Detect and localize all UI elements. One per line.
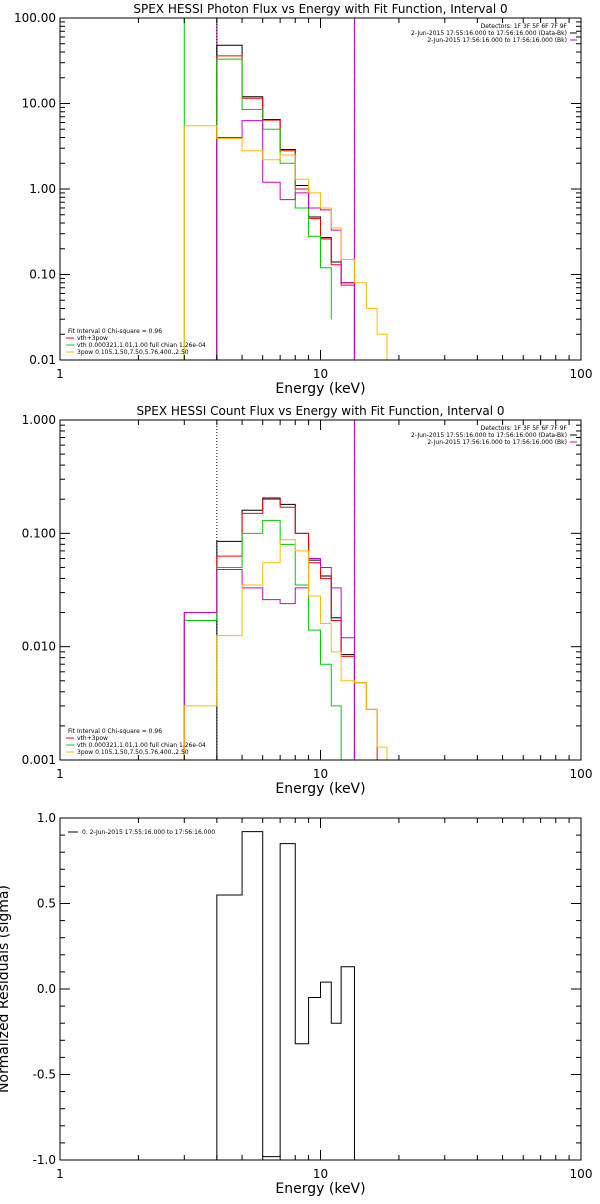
fit-legend-text: Fit Interval 0 Chi-square = 0.96 xyxy=(68,328,162,335)
legend-text: 0. 2-Jun-2015 17:55:16.000 to 17:56:16.0… xyxy=(82,829,215,836)
y-tick-label: 0.10 xyxy=(29,268,56,282)
x-tick-label: 100 xyxy=(570,1167,593,1181)
y-tick-label: 0.0 xyxy=(37,982,56,996)
info-text: Detectors: 1F 3F 5F 6F 7F 9F xyxy=(481,425,568,432)
x-tick-label: 1 xyxy=(56,367,64,381)
x-tick-label: 100 xyxy=(570,767,593,781)
fit-legend-text: vth 0.000321,1.01,1.00 full chian 1.26e-… xyxy=(77,742,206,749)
series-line xyxy=(183,125,388,360)
y-tick-label: 1.0 xyxy=(37,811,56,825)
chart-title: SPEX HESSI Count Flux vs Energy with Fit… xyxy=(136,404,504,418)
fit-legend-text: vth+3pow xyxy=(77,735,108,742)
y-tick-label: -1.0 xyxy=(33,1153,56,1167)
series-line xyxy=(216,120,355,360)
info-text: 2-Jun-2015 17:56:16.000 to 17:56:16.000 … xyxy=(427,439,567,446)
series-line xyxy=(216,44,355,360)
y-tick-label: 0.5 xyxy=(37,897,56,911)
plot-frame xyxy=(59,17,582,361)
info-text: 2-Jun-2015 17:56:16.000 to 17:56:16.000 … xyxy=(427,37,567,44)
y-tick-label: 0.100 xyxy=(22,526,56,540)
x-tick-label: 1 xyxy=(56,767,64,781)
series-line xyxy=(183,519,342,760)
series-line xyxy=(183,498,378,760)
x-axis-label: Energy (keV) xyxy=(275,781,365,797)
x-axis-label: Energy (keV) xyxy=(275,1181,365,1197)
series-group xyxy=(183,44,388,360)
series-line xyxy=(216,55,355,360)
chart-title: SPEX HESSI Photon Flux vs Energy with Fi… xyxy=(133,2,507,16)
y-tick-label: 10.00 xyxy=(22,97,56,111)
series-line xyxy=(216,497,355,760)
plot-frame xyxy=(59,419,582,761)
x-tick-label: 10 xyxy=(313,767,328,781)
y-tick-label: 0.001 xyxy=(22,753,56,767)
x-tick-label: 10 xyxy=(313,1167,328,1181)
series-group xyxy=(183,497,388,760)
x-tick-label: 1 xyxy=(56,1167,64,1181)
series-group xyxy=(216,831,355,1160)
info-text: 2-Jun-2015 17:55:16.000 to 17:56:16.000 … xyxy=(411,30,567,37)
series-line xyxy=(183,539,388,760)
fit-legend-text: vth 0.000321,1.01,1.00 full chian 1.26e-… xyxy=(77,342,206,349)
series-line xyxy=(216,58,332,360)
fit-legend-text: Fit Interval 0 Chi-square = 0.96 xyxy=(68,728,162,735)
fit-legend-text: vth+3pow xyxy=(77,335,108,342)
y-tick-label: 0.010 xyxy=(22,640,56,654)
x-tick-label: 10 xyxy=(313,367,328,381)
y-tick-label: 1.00 xyxy=(29,182,56,196)
y-tick-label: 1.000 xyxy=(22,413,56,427)
fit-legend-text: 3pow 0.105,1.50,7.50,5.76,400.,2.50 xyxy=(77,349,189,356)
info-text: Detectors: 1F 3F 5F 6F 7F 9F xyxy=(481,23,568,30)
series-line xyxy=(183,557,355,760)
series-line xyxy=(216,831,355,1160)
info-text: 2-Jun-2015 17:55:16.000 to 17:56:16.000 … xyxy=(411,432,567,439)
y-tick-label: 0.01 xyxy=(29,353,56,367)
x-axis-label: Energy (keV) xyxy=(275,381,365,397)
y-tick-label: -0.5 xyxy=(33,1068,56,1082)
x-tick-label: 100 xyxy=(570,367,593,381)
y-tick-label: 100.00 xyxy=(14,11,56,25)
y-axis-label: Normalized Residuals (sigma) xyxy=(0,885,12,1093)
fit-legend-text: 3pow 0.105,1.50,7.50,5.76,400.,2.50 xyxy=(77,749,189,756)
